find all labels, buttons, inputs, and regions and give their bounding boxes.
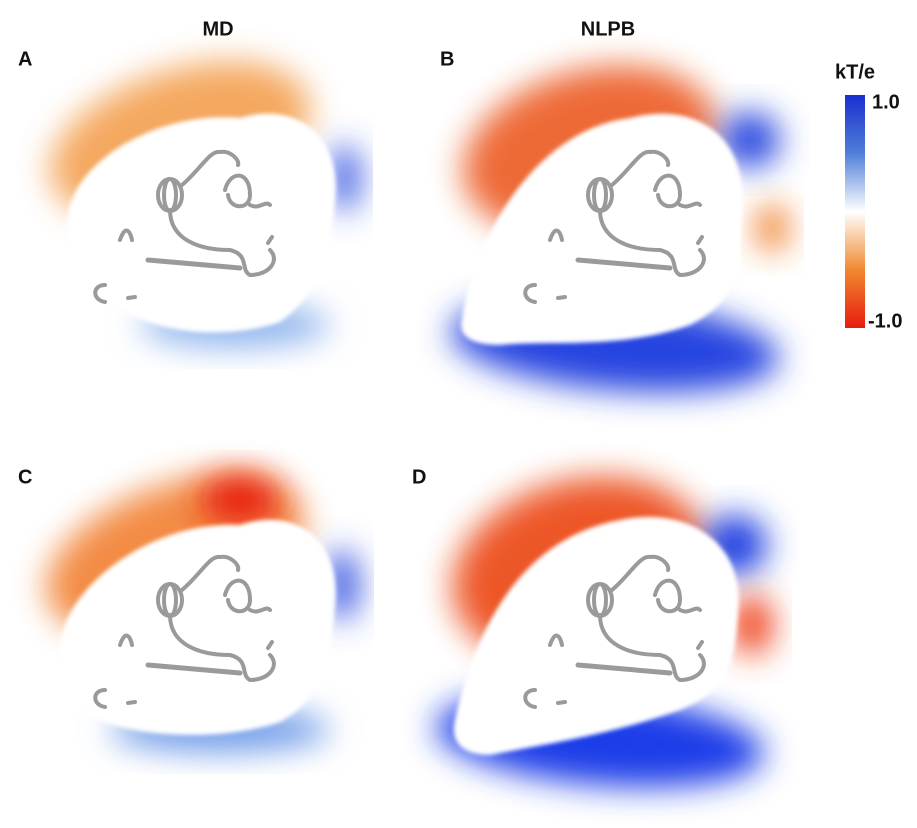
panel-nlpb-2 xyxy=(431,449,772,799)
colorbar-max: 1.0 xyxy=(872,91,900,113)
panel-nlpb-1 xyxy=(444,39,788,404)
panel-label: C xyxy=(18,466,32,488)
figure: MD NLPB A B C D kT/e 1.0 -1 xyxy=(0,0,917,823)
panel-label: A xyxy=(18,48,32,70)
panel-md-2 xyxy=(24,443,358,752)
panel-label: B xyxy=(440,48,454,70)
column-header: NLPB xyxy=(581,18,635,40)
column-header: MD xyxy=(202,18,233,40)
colorbar-title: kT/e xyxy=(835,61,875,83)
colorbar xyxy=(845,95,865,328)
panel-label: D xyxy=(412,466,426,488)
colorbar-min: -1.0 xyxy=(868,310,902,332)
panel-md-1 xyxy=(30,32,359,347)
